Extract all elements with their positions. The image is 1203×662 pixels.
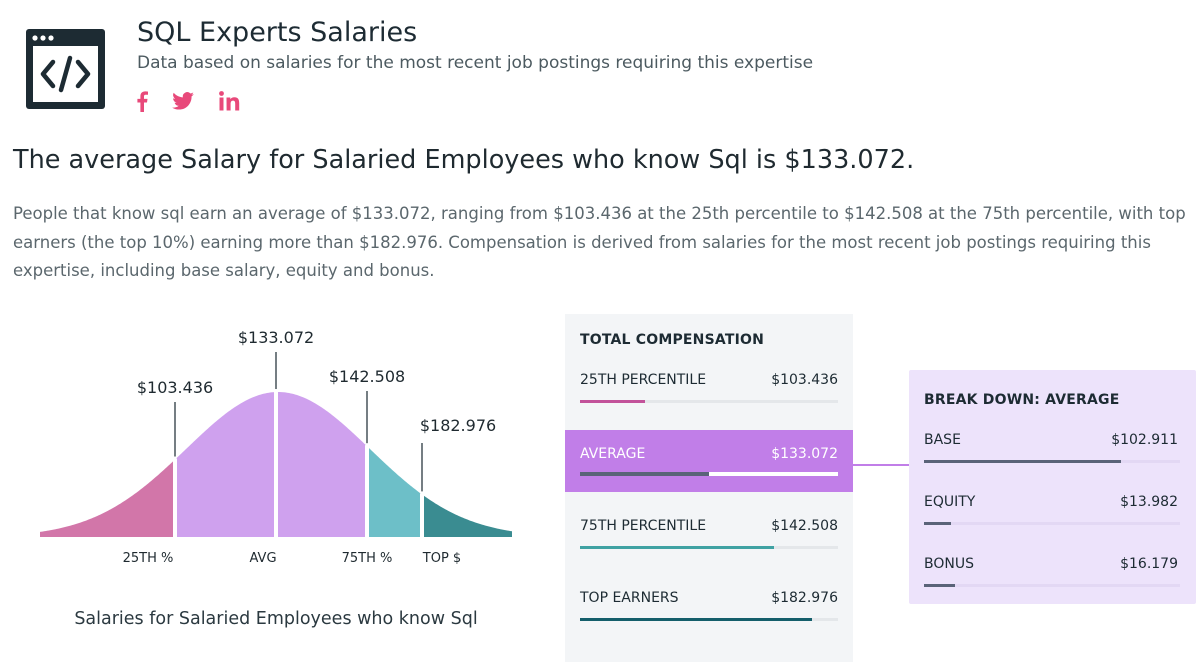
headline: The average Salary for Salaried Employee… bbox=[13, 145, 915, 175]
x-tick-label: TOP $ bbox=[422, 551, 461, 566]
description-paragraph: People that know sql earn an average of … bbox=[13, 204, 1186, 280]
code-window-icon bbox=[26, 29, 105, 109]
compensation-progress-fill bbox=[580, 618, 813, 621]
breakdown-panel: BREAK DOWN: AVERAGE BASE $102.911 EQUITY $1… bbox=[909, 370, 1196, 604]
facebook-share-button[interactable] bbox=[135, 88, 149, 114]
chart-caption: Salaries for Salaried Employees who know… bbox=[74, 609, 478, 629]
breakdown-row-label: BONUS bbox=[924, 556, 974, 572]
breakdown-connector-line bbox=[853, 464, 909, 466]
bell-region-25th-to-75th bbox=[175, 392, 367, 537]
compensation-row-label: AVERAGE bbox=[580, 446, 646, 462]
x-tick-label: AVG bbox=[249, 551, 276, 566]
breakdown-row-label: BASE bbox=[924, 432, 961, 448]
marker-value-label: $142.508 bbox=[329, 367, 405, 386]
salary-distribution-chart: $103.436 25TH % $133.072 AVG $142.508 75TH % $… bbox=[40, 328, 512, 566]
breakdown-progress-track bbox=[924, 460, 1180, 463]
total-compensation-title: TOTAL COMPENSATION bbox=[580, 332, 765, 348]
compensation-row-75th-percentile[interactable]: 75TH PERCENTILE $142.508 bbox=[565, 512, 853, 552]
marker-value-label: $103.436 bbox=[137, 378, 213, 397]
twitter-icon bbox=[172, 92, 194, 110]
breakdown-row-value: $102.911 bbox=[1111, 432, 1178, 448]
linkedin-share-button[interactable] bbox=[219, 88, 240, 114]
linkedin-icon bbox=[219, 91, 240, 111]
breakdown-row-value: $13.982 bbox=[1120, 494, 1178, 510]
compensation-progress-fill bbox=[580, 472, 709, 476]
x-tick-label: 25TH % bbox=[123, 551, 174, 566]
breakdown-progress-fill bbox=[924, 584, 955, 587]
compensation-row-value: $103.436 bbox=[771, 372, 838, 388]
marker-value-label: $182.976 bbox=[420, 416, 496, 435]
compensation-row-value: $182.976 bbox=[771, 590, 838, 606]
bell-region-top bbox=[422, 494, 512, 537]
breakdown-row-equity: EQUITY $13.982 bbox=[909, 490, 1196, 530]
total-compensation-panel: TOTAL COMPENSATION 25TH PERCENTILE $103.4… bbox=[565, 314, 853, 662]
breakdown-row-label: EQUITY bbox=[924, 494, 976, 510]
breakdown-title: BREAK DOWN: AVERAGE bbox=[924, 392, 1120, 408]
marker-value-label: $133.072 bbox=[238, 328, 314, 347]
compensation-row-label: 25TH PERCENTILE bbox=[580, 372, 707, 388]
compensation-row-top-earners[interactable]: TOP EARNERS $182.976 bbox=[565, 584, 853, 624]
compensation-progress-track bbox=[580, 618, 838, 621]
bell-region-below-25th bbox=[40, 459, 175, 537]
compensation-row-label: 75TH PERCENTILE bbox=[580, 518, 707, 534]
compensation-progress-track bbox=[580, 400, 838, 403]
breakdown-progress-track bbox=[924, 522, 1180, 525]
compensation-progress-track bbox=[580, 546, 838, 549]
compensation-row-value: $133.072 bbox=[771, 446, 838, 462]
compensation-row-label: TOP EARNERS bbox=[580, 590, 679, 606]
x-tick-label: 75TH % bbox=[342, 551, 393, 566]
compensation-progress-fill bbox=[580, 546, 774, 549]
breakdown-progress-track bbox=[924, 584, 1180, 587]
compensation-row-value: $142.508 bbox=[771, 518, 838, 534]
compensation-row-average[interactable]: AVERAGE $133.072 bbox=[565, 430, 853, 492]
bell-region-75th-to-top bbox=[367, 446, 422, 537]
breakdown-row-base: BASE $102.911 bbox=[909, 428, 1196, 468]
breakdown-row-bonus: BONUS $16.179 bbox=[909, 552, 1196, 592]
compensation-progress-track bbox=[580, 472, 838, 476]
breakdown-progress-fill bbox=[924, 522, 951, 525]
breakdown-row-value: $16.179 bbox=[1120, 556, 1178, 572]
compensation-row-25th-percentile[interactable]: 25TH PERCENTILE $103.436 bbox=[565, 366, 853, 406]
breakdown-progress-fill bbox=[924, 460, 1122, 463]
facebook-icon bbox=[137, 91, 148, 112]
page-title: SQL Experts Salaries bbox=[137, 17, 418, 48]
compensation-progress-fill bbox=[580, 400, 645, 403]
page-subtitle: Data based on salaries for the most rece… bbox=[137, 53, 814, 73]
twitter-share-button[interactable] bbox=[172, 88, 194, 114]
